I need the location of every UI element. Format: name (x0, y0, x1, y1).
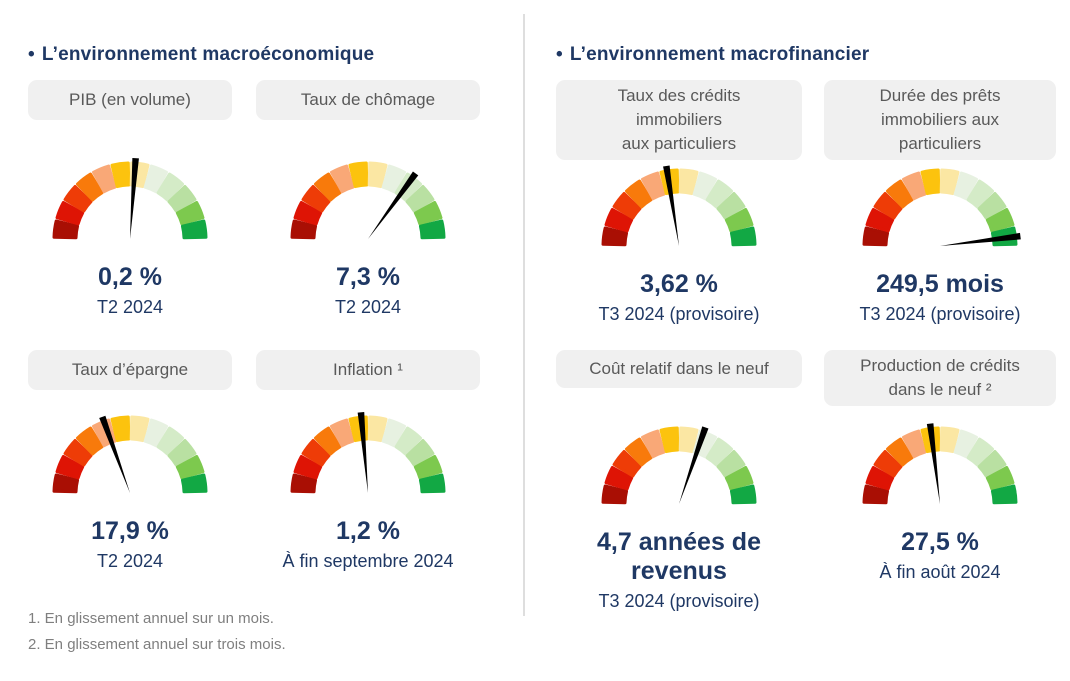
gauge-period: T3 2024 (provisoire) (598, 591, 760, 611)
gauge-label-pill: Taux d’épargne (28, 350, 232, 390)
gauge-period: T2 2024 (96, 551, 164, 571)
footnote-1: 1. En glissement annuel sur un mois. (28, 610, 274, 627)
gauge-label: Production de crédits dans le neuf ² (860, 356, 1020, 399)
gauge-value: 0,2 % (98, 263, 162, 291)
gauge-card-inflation: Inflation ¹ 1,2 % À fin septembre 2024 (256, 350, 480, 573)
gauge-value: 4,7 années de revenus (597, 528, 761, 585)
gauge-chart-cout-relatif (601, 426, 757, 505)
gauge-period: À fin août 2024 (879, 562, 1001, 582)
section-macrofinancier: • L’environnement macrofinancier Taux des… (556, 40, 1056, 613)
gauge-value: 1,2 % (336, 517, 400, 545)
gauge-label-pill: PIB (en volume) (28, 80, 232, 120)
gauge-chart-inflation (290, 412, 446, 494)
gauge-period: T3 2024 (provisoire) (859, 304, 1021, 324)
gauge-chart-epargne (52, 415, 208, 494)
gauge-value: 27,5 % (901, 528, 979, 556)
gauge-period: T2 2024 (96, 297, 164, 317)
gauge-chart-pib (52, 157, 208, 240)
gauge-label: Durée des prêts immobiliers aux particul… (879, 86, 1001, 153)
gauge-period: À fin septembre 2024 (282, 551, 454, 571)
gauge-label-pill: Coût relatif dans le neuf (556, 350, 802, 388)
gauge-value: 3,62 % (640, 270, 718, 298)
gauge-card-taux-credits: Taux des crédits immobiliers aux particu… (556, 80, 802, 350)
gauge-chart-chomage (290, 161, 446, 240)
gauge-card-pib: PIB (en volume) 0,2 % T2 2024 (28, 80, 232, 350)
section-title-text: L’environnement macroéconomique (41, 44, 375, 65)
bullet-icon: • (556, 44, 563, 65)
gauge-period: T2 2024 (334, 297, 402, 317)
gauge-card-cout-relatif: Coût relatif dans le neuf 4,7 années de … (556, 350, 802, 613)
gauge-card-production-credits: Production de crédits dans le neuf ² 27,… (824, 350, 1056, 613)
gauge-card-duree-prets: Durée des prêts immobiliers aux particul… (824, 80, 1056, 350)
section-title: • L’environnement macroéconomique (28, 40, 480, 80)
gauge-label-pill: Production de crédits dans le neuf ² (824, 350, 1056, 406)
gauge-label: Taux de chômage (300, 90, 436, 109)
section-macroeconomique: • L’environnement macroéconomique PIB (en… (28, 40, 480, 573)
gauge-chart-duree-prets (862, 168, 1021, 247)
gauge-label-pill: Taux des crédits immobiliers aux particu… (556, 80, 802, 160)
footnote-2: 2. En glissement annuel sur trois mois. (28, 636, 286, 653)
section-title-text: L’environnement macrofinancier (569, 44, 870, 65)
gauge-chart-taux-credits (601, 165, 757, 247)
gauge-value: 249,5 mois (876, 270, 1004, 298)
gauge-chart-production-credits (862, 423, 1018, 505)
gauge-label-pill: Inflation ¹ (256, 350, 480, 390)
gauge-label-pill: Taux de chômage (256, 80, 480, 120)
section-divider (523, 14, 525, 616)
gauge-value: 7,3 % (336, 263, 400, 291)
gauge-card-epargne: Taux d’épargne 17,9 % T2 2024 (28, 350, 232, 573)
section-title: • L’environnement macrofinancier (556, 40, 1056, 80)
gauge-label: Inflation ¹ (333, 360, 403, 379)
footnotes: 1. En glissement annuel sur un mois. 2. … (28, 606, 286, 658)
gauge-label: Taux des crédits immobiliers aux particu… (617, 86, 741, 153)
gauge-label: Coût relatif dans le neuf (589, 359, 769, 378)
gauge-period: T3 2024 (provisoire) (598, 304, 760, 324)
gauge-value: 17,9 % (91, 517, 169, 545)
gauge-card-chomage: Taux de chômage 7,3 % T2 2024 (256, 80, 480, 350)
gauge-label: Taux d’épargne (71, 360, 189, 379)
gauge-label: PIB (en volume) (69, 90, 191, 109)
bullet-icon: • (28, 44, 35, 65)
gauge-label-pill: Durée des prêts immobiliers aux particul… (824, 80, 1056, 160)
